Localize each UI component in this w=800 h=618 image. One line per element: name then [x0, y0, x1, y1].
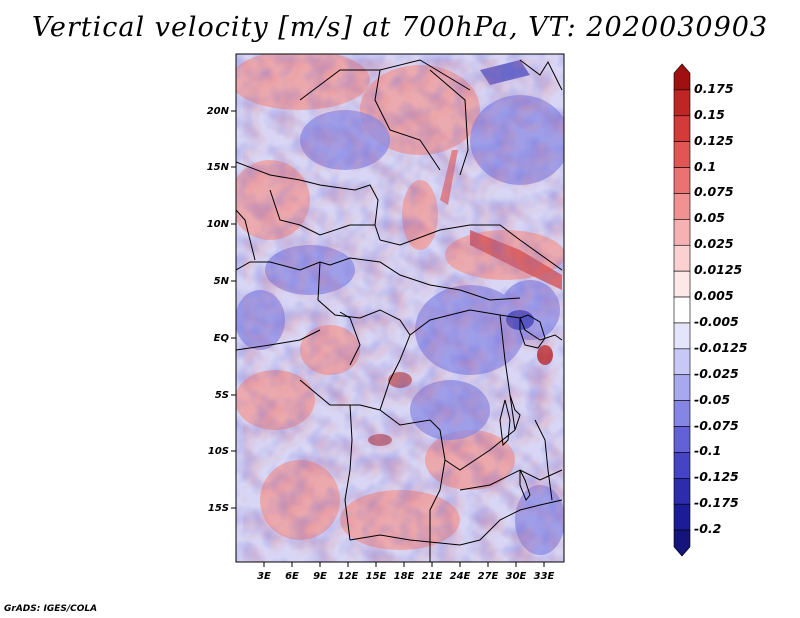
lat-label: 10N — [207, 219, 230, 230]
colorbar-label: -0.175 — [694, 495, 739, 511]
lon-label: 27E — [478, 571, 499, 582]
colorbar-segment — [673, 219, 691, 246]
lon-axis — [263, 562, 545, 567]
lon-label: 9E — [313, 571, 327, 582]
lat-label: 5N — [214, 276, 230, 287]
colorbar-label: -0.005 — [694, 313, 739, 329]
colorbar-segment — [673, 348, 691, 376]
lon-label: 24E — [450, 571, 471, 582]
colorbar-segment — [673, 400, 691, 427]
lon-label: 21E — [422, 571, 443, 582]
colorbar — [673, 63, 691, 557]
colorbar-segment — [673, 478, 691, 505]
colorbar-label: 0.005 — [694, 288, 734, 304]
colorbar-label: -0.05 — [694, 391, 731, 407]
lat-axis — [231, 110, 236, 509]
colorbar-label: -0.0125 — [694, 339, 748, 355]
colorbar-label: 0.15 — [694, 106, 725, 122]
colorbar-label: 0.025 — [694, 236, 734, 252]
lon-label: 3E — [257, 571, 271, 582]
colorbar-label: -0.075 — [694, 417, 739, 433]
lon-label: 30E — [506, 571, 527, 582]
colorbar-label: 0.075 — [694, 184, 734, 200]
map-title: Vertical velocity [m/s] at 700hPa, VT: 2… — [31, 12, 769, 43]
colorbar-label: 0.1 — [694, 158, 717, 174]
colorbar-label: -0.2 — [694, 521, 722, 537]
lon-label: 6E — [285, 571, 299, 582]
colorbar-label: 0.05 — [694, 210, 725, 226]
colorbar-segment — [673, 452, 691, 479]
lat-label: 20N — [207, 106, 230, 117]
lat-label: 15S — [208, 503, 229, 514]
colorbar-segment — [673, 167, 691, 194]
lon-label: 33E — [534, 571, 555, 582]
colorbar-arrow-top — [673, 63, 691, 91]
colorbar-segment — [673, 426, 691, 453]
lat-label: 15N — [207, 162, 230, 173]
lon-label: 15E — [366, 571, 387, 582]
colorbar-label: 0.175 — [694, 80, 734, 96]
colorbar-segment — [673, 374, 691, 401]
lon-label: 12E — [338, 571, 359, 582]
colorbar-segment — [673, 193, 691, 220]
colorbar-segment — [673, 296, 691, 324]
colorbar-segment — [673, 89, 691, 117]
colorbar-segment — [673, 244, 691, 272]
colorbar-segment — [673, 503, 691, 531]
colorbar-label: -0.025 — [694, 365, 739, 381]
colorbar-label: 0.0125 — [694, 262, 743, 278]
lat-label: 5S — [215, 390, 229, 401]
colorbar-arrow-bottom — [673, 529, 691, 557]
lon-label: 18E — [394, 571, 415, 582]
velocity-field — [236, 54, 564, 562]
colorbar-segment — [673, 141, 691, 168]
colorbar-segment — [673, 115, 691, 142]
colorbar-segment — [673, 270, 691, 298]
map-frame — [235, 53, 565, 563]
lat-label: 10S — [208, 446, 229, 457]
colorbar-segment — [673, 322, 691, 350]
credit-text: GrADS: IGES/COLA — [4, 604, 98, 614]
lat-label: EQ — [214, 333, 230, 344]
colorbar-label: -0.125 — [694, 469, 739, 485]
colorbar-label: -0.1 — [694, 443, 722, 459]
colorbar-label: 0.125 — [694, 132, 734, 148]
